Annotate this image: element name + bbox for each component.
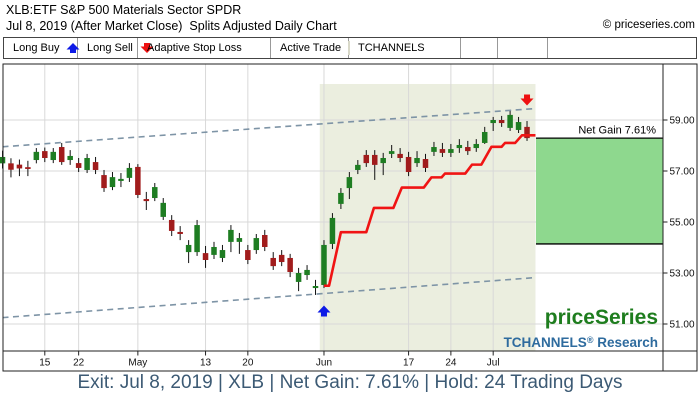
legend-cell-empty bbox=[548, 38, 696, 58]
svg-text:53.00: 53.00 bbox=[670, 269, 695, 280]
svg-text:59.00: 59.00 bbox=[670, 116, 695, 127]
chart-subtitle: Jul 8, 2019 (After Market Close) Splits … bbox=[6, 19, 337, 33]
svg-text:Jun: Jun bbox=[316, 358, 332, 369]
legend-item-long-sell: Long Sell bbox=[78, 38, 154, 58]
svg-text:May: May bbox=[128, 358, 147, 369]
svg-text:15: 15 bbox=[39, 358, 51, 369]
long-sell-arrow-icon bbox=[140, 43, 154, 53]
svg-text:Jul: Jul bbox=[487, 358, 500, 369]
entry-buy-arrow bbox=[317, 305, 331, 317]
legend-label: TCHANNELS bbox=[358, 42, 425, 54]
svg-text:20: 20 bbox=[242, 358, 254, 369]
legend-item-long-buy: Long Buy bbox=[4, 38, 80, 58]
legend-label: Adaptive Stop Loss bbox=[147, 42, 242, 54]
trade-summary: Exit: Jul 8, 2019 | XLB | Net Gain: 7.61… bbox=[77, 372, 623, 393]
legend-item-tchannels: TCHANNELS bbox=[349, 38, 461, 58]
svg-text:17: 17 bbox=[403, 358, 415, 369]
active-trade-swatch-icon bbox=[348, 41, 351, 55]
legend-item-active-trade: Active Trade bbox=[271, 38, 351, 58]
chart-title: XLB:ETF S&P 500 Materials Sector SPDR bbox=[6, 3, 242, 17]
svg-text:57.00: 57.00 bbox=[670, 167, 695, 178]
legend-label: Active Trade bbox=[280, 42, 342, 54]
legend-cell-empty bbox=[461, 38, 498, 58]
legend-item-adaptive-stop-loss: Adaptive Stop Loss bbox=[138, 38, 271, 58]
svg-text:Net Gain 7.61%: Net Gain 7.61% bbox=[578, 125, 656, 137]
svg-text:TCHANNELS® Research: TCHANNELS® Research bbox=[504, 335, 658, 350]
svg-text:24: 24 bbox=[445, 358, 457, 369]
svg-text:22: 22 bbox=[73, 358, 85, 369]
svg-text:55.00: 55.00 bbox=[670, 218, 695, 229]
chart-legend: Long Buy Long Sell Adaptive Stop Loss Activ… bbox=[3, 37, 697, 59]
svg-text:13: 13 bbox=[200, 358, 212, 369]
legend-label: Long Buy bbox=[13, 42, 60, 54]
svg-text:priceSeries: priceSeries bbox=[545, 306, 658, 329]
legend-label: Long Sell bbox=[87, 42, 133, 54]
copyright: © priceseries.com bbox=[602, 19, 695, 31]
legend-cell-empty bbox=[498, 38, 548, 58]
svg-text:51.00: 51.00 bbox=[670, 320, 695, 331]
exit-sell-arrow bbox=[520, 94, 534, 106]
long-buy-arrow-icon bbox=[66, 43, 80, 53]
